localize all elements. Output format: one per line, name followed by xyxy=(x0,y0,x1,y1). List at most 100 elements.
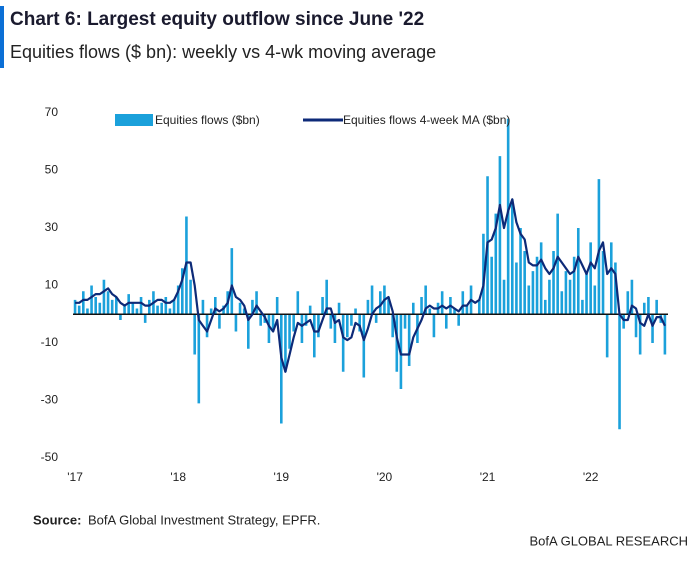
bar xyxy=(139,297,143,315)
bar xyxy=(477,299,481,315)
bar xyxy=(535,256,539,315)
bar xyxy=(465,305,469,315)
bar xyxy=(238,302,242,315)
x-tick-label: '19 xyxy=(273,470,289,484)
bar xyxy=(543,299,547,315)
bar xyxy=(387,297,390,315)
bar xyxy=(576,228,580,315)
bar xyxy=(288,314,291,349)
bar xyxy=(98,302,102,315)
bar xyxy=(82,291,85,315)
bar xyxy=(242,308,246,315)
bar xyxy=(73,299,77,315)
bar xyxy=(531,271,535,315)
bar xyxy=(189,279,192,315)
bar xyxy=(407,314,411,366)
bar xyxy=(618,314,621,430)
y-tick-label: 10 xyxy=(45,278,59,292)
bar xyxy=(123,305,126,315)
bar xyxy=(609,242,613,315)
bar xyxy=(564,271,568,315)
bar xyxy=(510,199,514,315)
bar xyxy=(106,291,110,315)
bar xyxy=(197,314,201,404)
bar xyxy=(420,297,423,315)
bar xyxy=(630,279,634,315)
bar xyxy=(247,314,250,349)
bar xyxy=(325,279,328,315)
source-label: Source: xyxy=(33,512,81,527)
bar xyxy=(515,262,518,315)
bar xyxy=(135,308,139,315)
bar xyxy=(647,297,650,315)
bar xyxy=(251,299,254,315)
bar xyxy=(593,285,597,315)
bar xyxy=(259,314,262,326)
bar xyxy=(461,291,465,315)
bar xyxy=(362,314,366,378)
bar xyxy=(651,314,654,343)
bar xyxy=(370,285,374,315)
bar xyxy=(556,213,559,315)
bar xyxy=(560,291,564,315)
bar xyxy=(143,314,147,323)
bar xyxy=(218,314,221,329)
bar xyxy=(312,314,316,358)
bar xyxy=(506,118,510,315)
bar xyxy=(395,314,399,372)
bar xyxy=(209,308,213,315)
x-tick-label: '20 xyxy=(377,470,393,484)
bar xyxy=(127,294,130,315)
bar xyxy=(341,314,345,372)
bar xyxy=(321,297,324,315)
bar xyxy=(655,299,658,315)
bar xyxy=(115,297,118,315)
bar xyxy=(663,314,667,355)
x-tick-label: '22 xyxy=(583,470,599,484)
bar xyxy=(428,308,432,315)
bar xyxy=(201,299,205,315)
bar xyxy=(589,242,592,315)
bar xyxy=(527,285,531,315)
y-tick-label: 30 xyxy=(45,220,59,234)
bar xyxy=(601,251,605,315)
bar xyxy=(267,314,271,343)
bar xyxy=(292,314,295,332)
y-tick-label: 50 xyxy=(45,163,59,177)
bar xyxy=(234,314,238,332)
bar xyxy=(110,299,114,315)
bar xyxy=(403,314,407,329)
legend-swatch xyxy=(115,114,153,126)
bar xyxy=(358,314,361,332)
bar xyxy=(572,256,576,315)
bar xyxy=(552,251,555,315)
y-tick-label: -10 xyxy=(41,335,59,349)
bar xyxy=(490,256,493,315)
bar xyxy=(156,305,159,315)
bar xyxy=(424,285,427,315)
bar xyxy=(568,279,572,315)
x-tick-label: '18 xyxy=(170,470,186,484)
bar xyxy=(329,314,333,329)
y-tick-label: -30 xyxy=(41,393,59,407)
bar xyxy=(539,242,543,315)
chart-subtitle: Equities flows ($ bn): weekly vs 4-wk mo… xyxy=(10,42,436,62)
bar xyxy=(440,291,444,315)
bar xyxy=(164,297,168,315)
bar xyxy=(350,314,353,326)
x-tick-label: '17 xyxy=(67,470,83,484)
bar xyxy=(597,179,601,315)
bar xyxy=(378,291,382,315)
bar xyxy=(304,314,308,326)
bar xyxy=(354,308,357,315)
bar xyxy=(626,291,630,315)
bar xyxy=(581,299,584,315)
bar xyxy=(160,302,163,315)
y-tick-label: -50 xyxy=(41,450,59,464)
bar xyxy=(605,314,609,358)
chart-title: Chart 6: Largest equity outflow since Ju… xyxy=(10,9,424,30)
bar xyxy=(205,314,209,338)
y-tick-label: 70 xyxy=(45,105,59,119)
bar xyxy=(181,268,184,315)
bar xyxy=(453,308,456,315)
